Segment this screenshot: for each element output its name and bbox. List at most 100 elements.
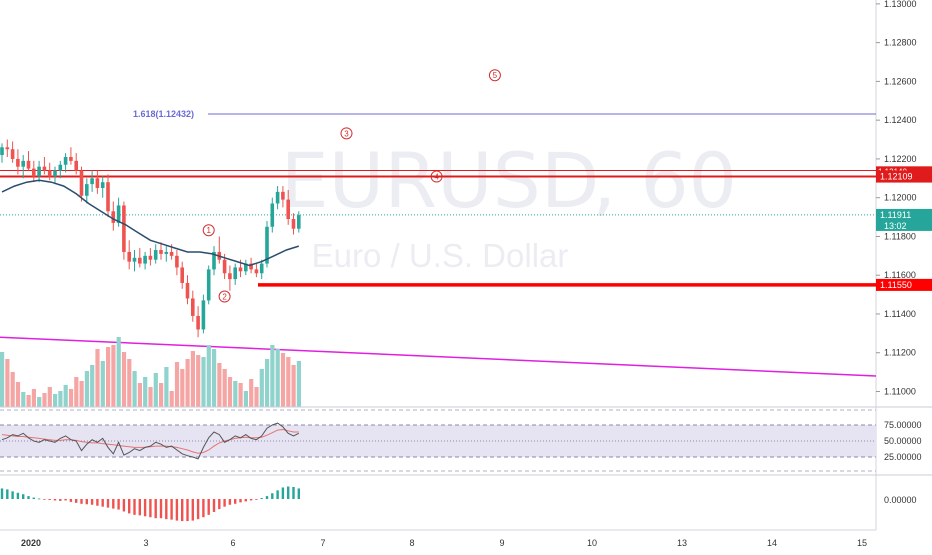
- price-tick-label: 1.11000: [884, 386, 916, 396]
- time-label-8: 8: [409, 538, 414, 548]
- horizontal-levels: 1.618(1.12432): [0, 109, 877, 377]
- current-price-tag: [876, 208, 932, 231]
- candle-body: [0, 147, 4, 156]
- volume-bar: [95, 349, 100, 407]
- volume-bar: [5, 359, 10, 407]
- wave-label-text: 2: [222, 293, 227, 302]
- macd-bar: [6, 489, 9, 499]
- macd-bar: [265, 496, 269, 499]
- macd-bar: [228, 499, 232, 505]
- volume-bar: [84, 371, 89, 407]
- price-tick-label: 1.11600: [884, 270, 916, 280]
- volume-bar: [90, 365, 95, 407]
- volume-bar: [58, 391, 63, 407]
- macd-histogram: [0, 486, 300, 522]
- volume-bar: [132, 371, 137, 407]
- volume-bar: [259, 369, 264, 407]
- candle-body: [143, 255, 147, 264]
- macd-bar: [260, 498, 263, 499]
- volume-bar: [196, 355, 201, 407]
- wave-label-text: 4: [434, 173, 439, 182]
- macd-bar: [27, 496, 30, 499]
- candle-body: [286, 199, 290, 220]
- candle-body: [21, 160, 25, 167]
- price-scale[interactable]: [876, 0, 932, 550]
- candle-body: [53, 170, 57, 177]
- time-label-7: 7: [320, 538, 325, 548]
- candle-body: [164, 251, 169, 254]
- candle-body: [26, 160, 31, 169]
- candle-body: [10, 149, 15, 159]
- macd-bar: [22, 494, 25, 499]
- rsi-tick-25: 25.00000: [884, 452, 922, 462]
- macd-bar: [244, 499, 247, 502]
- price-axis-ticks: 1.13000 1.12800 1.12600 1.12400 1.12200 1.120…: [876, 0, 917, 396]
- macd-bar: [165, 499, 168, 520]
- wave-label-circle: [430, 170, 443, 183]
- candle-body: [122, 205, 126, 252]
- macd-bar: [143, 499, 147, 517]
- volume-bar: [0, 352, 5, 407]
- volume-bar: [174, 362, 180, 407]
- macd-bar: [154, 499, 157, 519]
- candle-body: [244, 263, 248, 272]
- volume-bar: [212, 349, 217, 407]
- time-label-13: 13: [677, 538, 687, 548]
- macd-bar: [287, 486, 290, 499]
- price-tick-label: 1.12800: [884, 38, 917, 48]
- macd-bar: [138, 499, 141, 516]
- candle-body: [169, 251, 174, 256]
- volume-bar: [222, 369, 227, 407]
- time-label-14: 14: [767, 538, 777, 548]
- macd-bar: [276, 490, 279, 499]
- candle-body: [138, 257, 142, 264]
- candle-body: [185, 282, 190, 299]
- time-label-3: 3: [143, 538, 148, 548]
- volume-bar: [15, 382, 21, 407]
- trendline[interactable]: [0, 336, 877, 377]
- volume-bar: [121, 352, 127, 407]
- volume-bar: [116, 337, 121, 407]
- macd-bar: [69, 499, 73, 502]
- wave-label-text: 5: [493, 71, 498, 80]
- current-price-tag-text: 1.11911: [880, 210, 911, 220]
- rsi-pane[interactable]: 75.00000 50.00000 25.00000: [0, 409, 922, 472]
- macd-bar: [90, 499, 94, 505]
- volume-bar: [254, 387, 259, 407]
- candle-body: [254, 269, 259, 274]
- candle-body: [58, 164, 63, 171]
- volume-bar: [291, 365, 296, 407]
- macd-bar: [297, 488, 300, 499]
- moving-average-line: [1, 179, 300, 267]
- candle-body: [270, 203, 275, 227]
- volume-bar: [127, 359, 132, 407]
- macd-bar: [117, 499, 120, 510]
- macd-bar: [75, 499, 78, 503]
- macd-bar: [239, 499, 242, 503]
- candle-body: [259, 263, 264, 274]
- macd-pane[interactable]: 0.00000: [0, 486, 917, 522]
- resistance-tag: [876, 170, 932, 183]
- elliott-wave-labels: 1 2 3 4 5: [202, 69, 501, 303]
- macd-bar: [37, 498, 41, 500]
- macd-bar: [234, 499, 237, 504]
- price-tick-label: 1.12400: [884, 115, 917, 125]
- candle-body: [148, 255, 153, 260]
- macd-bar: [170, 499, 173, 520]
- candle-body: [206, 269, 211, 301]
- candle-body: [5, 147, 10, 150]
- candle-body: [42, 166, 47, 171]
- time-axis[interactable]: 2020 3 6 7 8 9 10 13 14 15: [21, 538, 867, 548]
- candle-body: [281, 191, 285, 200]
- macd-bar: [53, 499, 57, 501]
- candle-body: [180, 267, 184, 283]
- wave-label-text: 3: [344, 129, 349, 138]
- volume-bar: [249, 379, 254, 407]
- macd-bar: [43, 499, 46, 500]
- macd-bar: [249, 499, 253, 501]
- volume-bar: [111, 345, 116, 407]
- volume-bar: [63, 385, 68, 407]
- volume-bar: [185, 359, 190, 407]
- plot-area[interactable]: [0, 0, 876, 550]
